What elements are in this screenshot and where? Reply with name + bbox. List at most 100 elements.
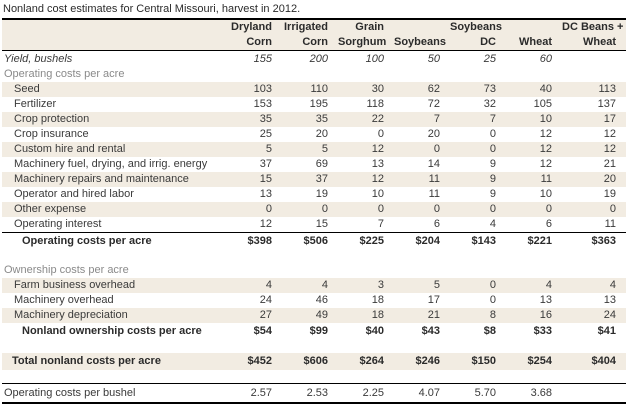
value-cell: 11: [506, 172, 562, 187]
value-cell: 46: [315, 294, 328, 306]
value-cell: 4: [506, 278, 562, 293]
value-cell: 11: [604, 218, 616, 230]
value-cell: 32: [483, 98, 496, 110]
value-cell: 9: [489, 188, 496, 200]
value-cell: 5.70: [450, 383, 506, 404]
value-cell: [450, 263, 506, 278]
row-label: Operating costs per acre: [2, 232, 226, 250]
value-cell: 24: [562, 308, 626, 323]
value-cell: 5: [394, 278, 450, 293]
value-cell: 0: [450, 142, 506, 157]
row-label: Crop protection: [2, 112, 226, 127]
value-cell: 0: [489, 128, 496, 140]
table-row: Operating costs per acre: [2, 67, 626, 82]
value-cell: 37: [259, 158, 272, 170]
row-label: Operator and hired labor: [14, 188, 134, 200]
row-label: Machinery fuel, drying, and irrig. energ…: [14, 158, 208, 170]
value-cell: 3.68: [506, 383, 562, 404]
table-row: Custom hire and rental 5 5 12 0 0 12 12: [2, 142, 626, 157]
value-cell: 20: [562, 172, 626, 187]
value-cell: $99: [309, 325, 328, 337]
value-cell: [562, 51, 626, 68]
table-row: [2, 250, 626, 263]
value-cell: 155: [253, 52, 272, 65]
value-cell: 0: [338, 202, 394, 217]
value-cell: 2.57: [226, 383, 282, 404]
value-cell: 2.25: [338, 383, 394, 404]
value-cell: 18: [371, 294, 384, 306]
value-cell: 62: [394, 82, 450, 97]
value-cell: 14: [427, 158, 440, 170]
value-cell: $363: [562, 232, 626, 250]
table-row: Machinery repairs and maintenance 15 37 12 1…: [2, 172, 626, 187]
value-cell: 8: [450, 308, 506, 323]
value-cell: [562, 383, 626, 404]
value-cell: 24: [259, 294, 272, 306]
row-label: Custom hire and rental: [2, 142, 226, 157]
row-label: Machinery depreciation: [2, 308, 226, 323]
table-row: Yield, bushels 155 200 100 50 25 60: [2, 51, 626, 68]
row-label: Yield, bushels: [4, 52, 73, 65]
header-label-spacer: [2, 18, 226, 35]
value-cell: 13: [603, 294, 616, 306]
value-cell: 3: [338, 278, 394, 293]
value-cell: 2.53: [282, 383, 338, 404]
column-header-line2: Wheat: [562, 35, 626, 51]
column-header-line1: [506, 18, 562, 35]
value-cell: 0: [450, 278, 506, 293]
value-cell: 10: [539, 188, 552, 200]
row-label: Other expense: [2, 202, 226, 217]
spacer-cell: [2, 250, 626, 263]
table-row: Nonland ownership costs per acre $54 $99 $4…: [2, 323, 626, 340]
value-cell: 11: [428, 188, 440, 200]
header-row-2: Corn Corn Sorghum Soybeans DC Wheat Wheat: [2, 35, 626, 51]
value-cell: 12: [603, 128, 616, 140]
column-header-line1: Dryland: [226, 18, 282, 35]
value-cell: 195: [309, 98, 328, 110]
value-cell: [226, 263, 282, 278]
value-cell: 4.07: [394, 383, 450, 404]
table-row: Farm business overhead 4 4 3 5 0 4 4: [2, 278, 626, 293]
table-row: Machinery overhead 24 46 18 17 0 13 13: [2, 293, 626, 308]
value-cell: 0: [377, 128, 384, 140]
row-label: Operating costs per bushel: [2, 383, 226, 404]
value-cell: $150: [450, 353, 506, 370]
value-cell: 0: [562, 202, 626, 217]
value-cell: 0: [489, 294, 496, 306]
value-cell: $246: [394, 353, 450, 370]
value-cell: $43: [421, 325, 440, 337]
value-cell: $404: [562, 353, 626, 370]
column-header-line2: DC: [450, 35, 506, 51]
table-row: Crop protection 35 35 22 7 7 10 17: [2, 112, 626, 127]
value-cell: 4: [226, 278, 282, 293]
value-cell: 11: [394, 172, 450, 187]
row-label: Farm business overhead: [2, 278, 226, 293]
table-row: Ownership costs per acre: [2, 263, 626, 278]
cost-table: Dryland Irrigated Grain Soybeans DC Beans + …: [2, 18, 626, 404]
value-cell: 27: [226, 308, 282, 323]
row-label: Total nonland costs per acre: [2, 353, 226, 370]
row-label: Machinery overhead: [14, 294, 114, 306]
value-cell: 103: [226, 82, 282, 97]
value-cell: 35: [226, 112, 282, 127]
value-cell: $8: [483, 325, 496, 337]
row-label: Ownership costs per acre: [4, 264, 129, 276]
row-label: Seed: [2, 82, 226, 97]
value-cell: 73: [450, 82, 506, 97]
value-cell: 35: [282, 112, 338, 127]
header-label-spacer: [2, 35, 226, 51]
table-header: Dryland Irrigated Grain Soybeans DC Beans + …: [2, 18, 626, 51]
value-cell: [282, 263, 338, 278]
value-cell: 9: [489, 158, 496, 170]
value-cell: $606: [282, 353, 338, 370]
value-cell: 12: [562, 142, 626, 157]
value-cell: 4: [562, 278, 626, 293]
value-cell: 137: [597, 98, 616, 110]
table-row: [2, 340, 626, 353]
value-cell: 12: [338, 142, 394, 157]
table-row: Seed 103 110 30 62 73 40 113: [2, 82, 626, 97]
value-cell: 9: [450, 172, 506, 187]
value-cell: $506: [282, 232, 338, 250]
table-row: Operating costs per bushel 2.57 2.53 2.25 4.…: [2, 383, 626, 404]
value-cell: 5: [282, 142, 338, 157]
